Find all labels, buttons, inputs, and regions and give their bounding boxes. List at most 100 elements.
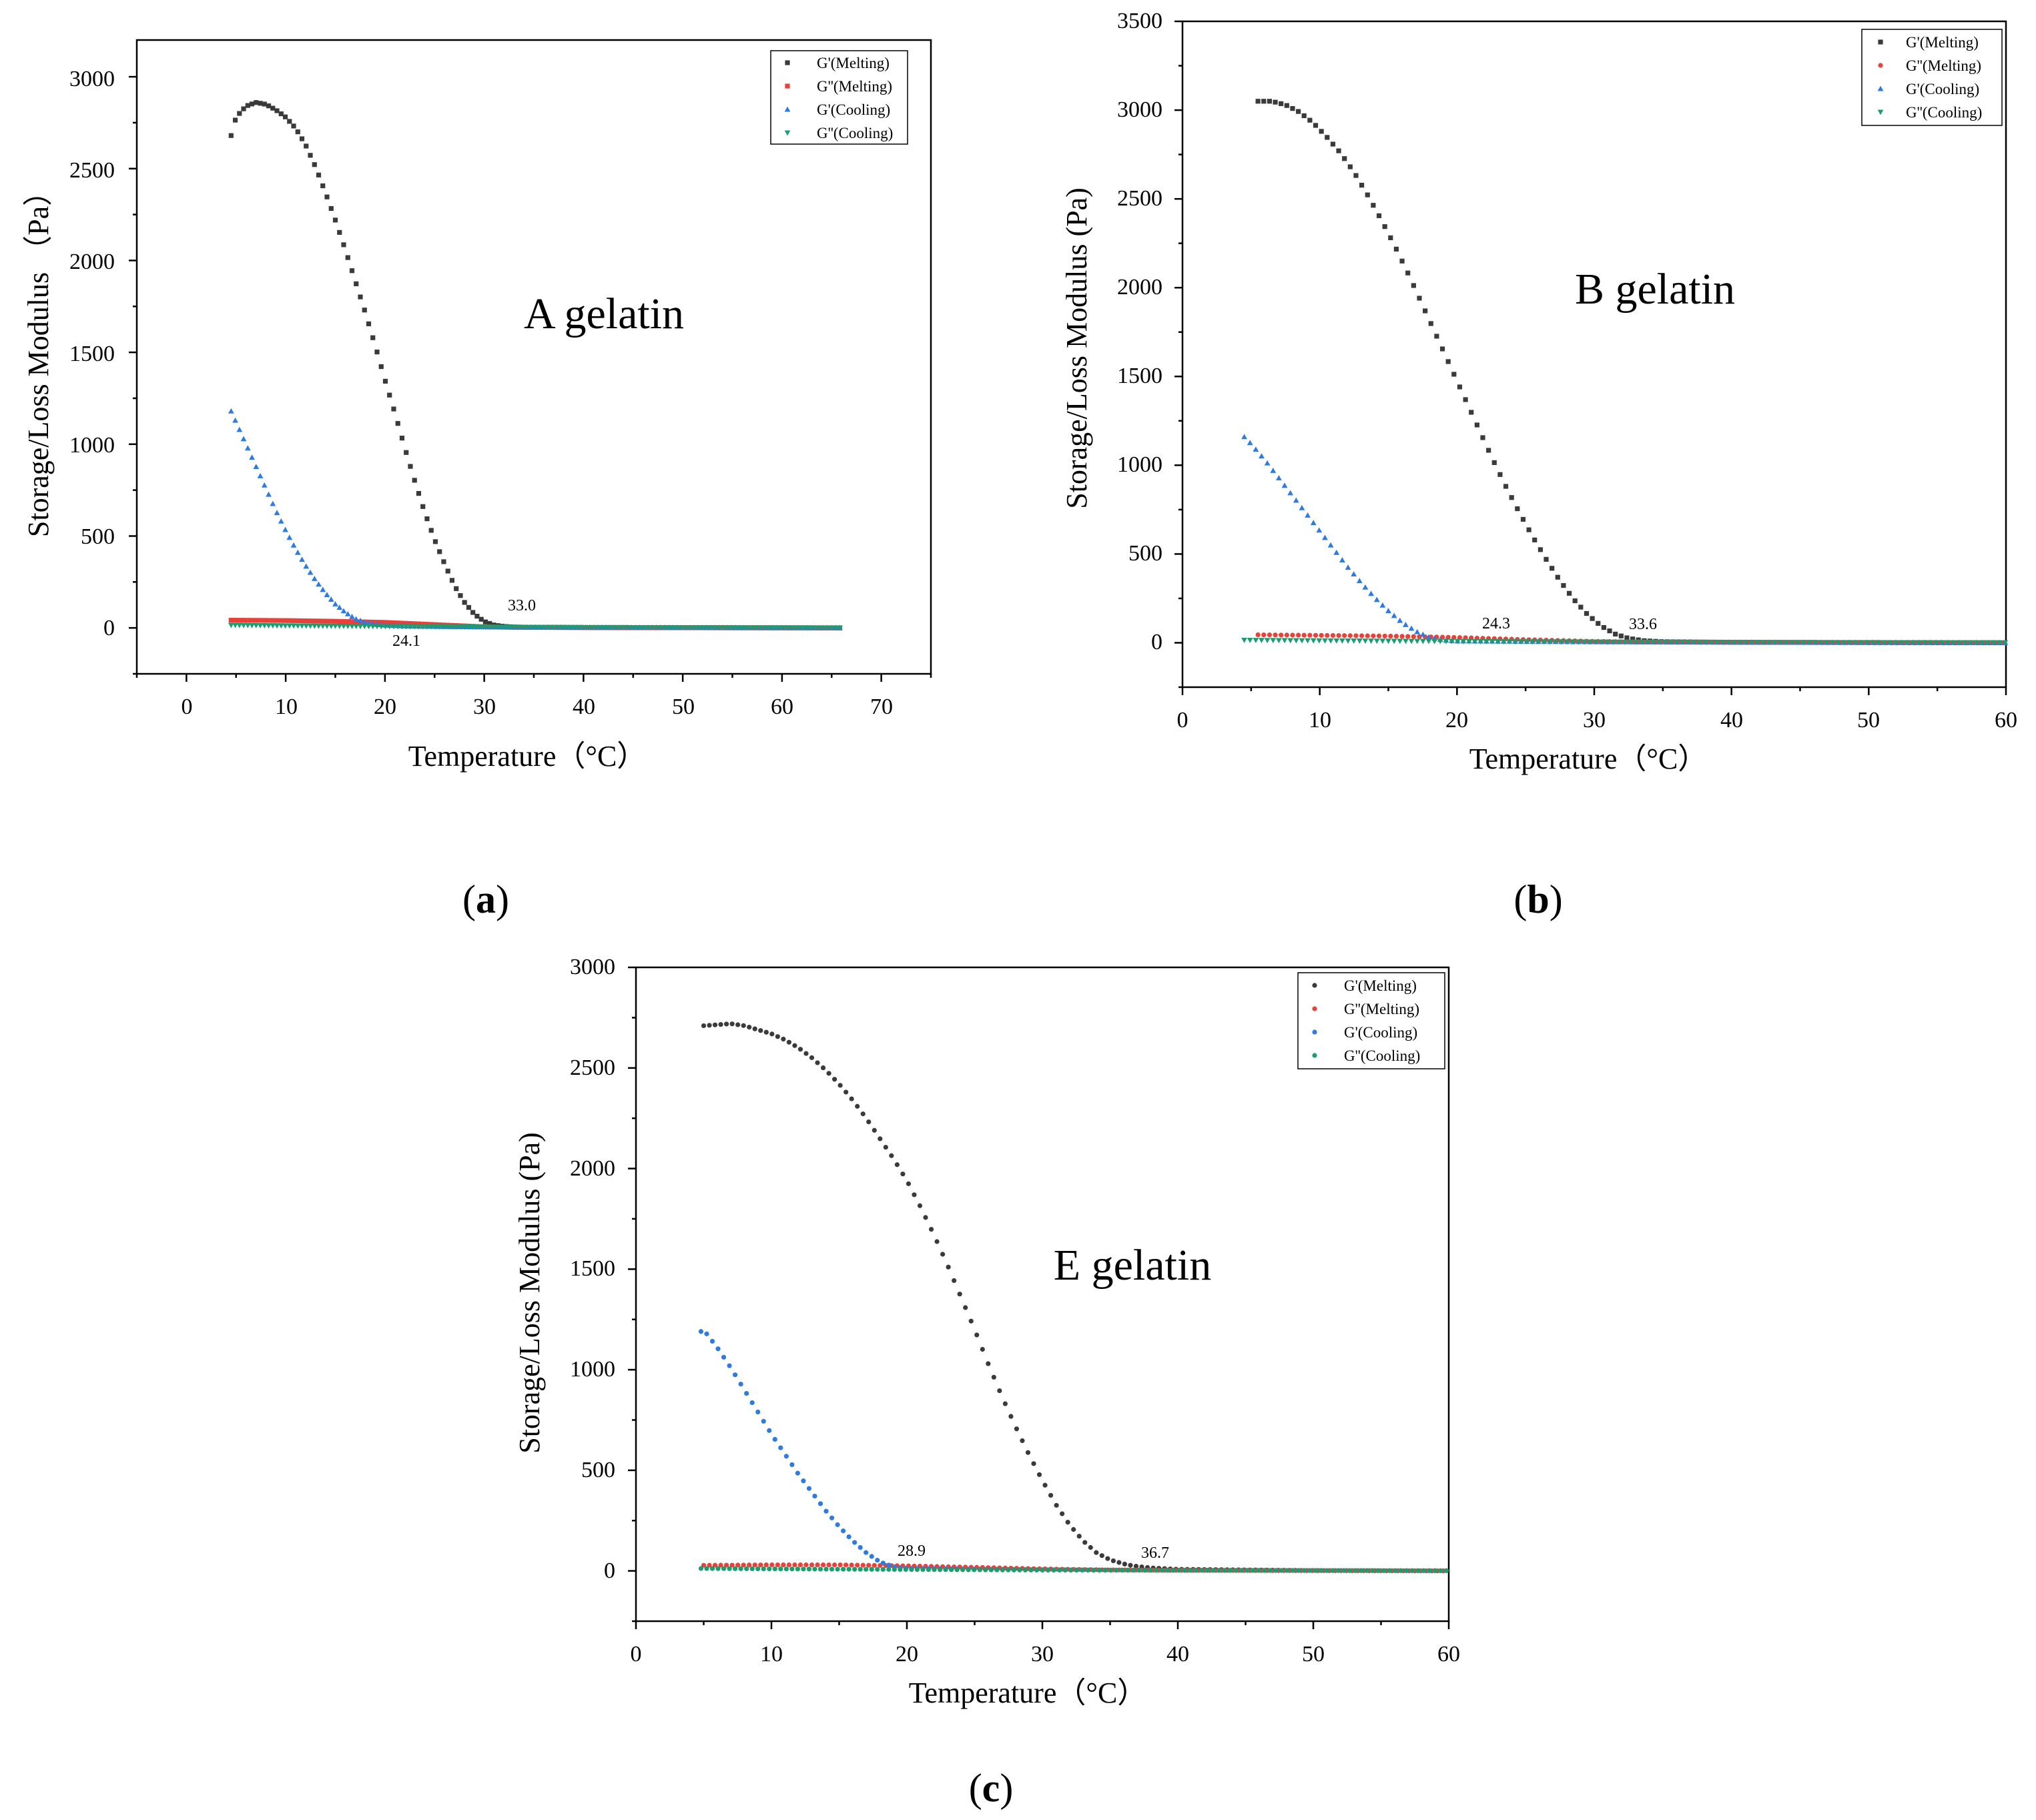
chart-c-point — [1148, 1568, 1153, 1573]
chart-b-point — [1607, 628, 1612, 634]
chart-a-point — [366, 321, 372, 326]
chart-a-ytick-label-3000: 3000 — [69, 67, 115, 91]
chart-c-point — [1341, 1568, 1347, 1573]
chart-c-point — [968, 1318, 974, 1324]
chart-a-point — [241, 618, 246, 623]
chart-c-point — [815, 1562, 820, 1568]
chart-b-point — [1408, 638, 1415, 644]
chart-b-point — [1330, 141, 1336, 147]
chart-c-point — [983, 1567, 988, 1572]
chart-a-point — [715, 625, 722, 631]
chart-a-point — [253, 464, 260, 470]
chart-a-point — [237, 111, 242, 116]
chart-a-point — [482, 624, 488, 630]
chart-c-point — [812, 1493, 817, 1499]
chart-b-point — [1893, 640, 1899, 646]
chart-c-point — [1421, 1568, 1426, 1573]
panel-label-b-letter: b — [1527, 877, 1549, 921]
chart-a-point — [424, 516, 430, 522]
chart-a-point — [641, 624, 647, 630]
chart-c-point — [940, 1252, 946, 1257]
chart-b-point — [1933, 640, 1939, 646]
chart-b-point — [1584, 610, 1590, 616]
chart-b-point — [1414, 638, 1421, 644]
chart-a-point — [399, 436, 405, 441]
chart-c-point — [898, 1566, 903, 1572]
chart-a-point — [316, 172, 322, 177]
chart-c-point — [1011, 1567, 1016, 1572]
chart-c-point — [721, 1566, 727, 1571]
chart-b-point — [1812, 640, 1818, 646]
chart-a-point — [299, 623, 305, 629]
chart-a-point — [237, 618, 242, 623]
chart-a-point — [274, 618, 280, 623]
chart-b-point — [1342, 156, 1347, 161]
chart-c-point — [1381, 1568, 1387, 1573]
chart-b-point — [1520, 516, 1526, 522]
chart-c-point — [724, 1021, 729, 1027]
chart-c-point — [831, 1562, 837, 1568]
chart-b-point — [1397, 638, 1403, 644]
chart-b-point — [1379, 602, 1386, 608]
chart-c-point — [820, 1562, 826, 1568]
chart-a-point — [637, 624, 643, 630]
chart-b-point — [1425, 634, 1432, 640]
chart-b-point — [1327, 542, 1334, 548]
chart-c-point — [1387, 1568, 1392, 1573]
chart-b-point — [1996, 640, 2003, 646]
chart-b-point — [1399, 634, 1405, 639]
chart-a-point — [420, 624, 426, 630]
chart-a-point — [403, 624, 410, 630]
chart-b-series-0 — [1255, 99, 2005, 646]
chart-a-point — [274, 623, 280, 629]
chart-b-point — [1783, 640, 1789, 646]
chart-b-point — [1656, 639, 1662, 645]
chart-c-point — [763, 1029, 769, 1035]
chart-a-point — [515, 624, 522, 630]
chart-c-point — [775, 1562, 780, 1568]
chart-b-xtick-label-60: 60 — [1995, 708, 2017, 733]
chart-c-point — [1233, 1568, 1239, 1573]
chart-c-point — [831, 1077, 837, 1082]
chart-b-point — [1596, 620, 1601, 626]
chart-c-point — [1290, 1568, 1295, 1573]
chart-c-point — [1427, 1568, 1432, 1573]
chart-c-point — [1358, 1568, 1364, 1573]
chart-a-point — [308, 618, 313, 624]
chart-b-point — [1351, 571, 1357, 577]
chart-c-annotation-36: 36.7 — [1141, 1544, 1169, 1562]
chart-c-point — [835, 1566, 840, 1572]
chart-a-point — [587, 624, 593, 630]
chart-c-xtick-label-60: 60 — [1437, 1642, 1460, 1667]
chart-c-point — [801, 1566, 806, 1572]
chart-a-point — [249, 454, 255, 460]
chart-b-point — [1624, 635, 1630, 640]
chart-b-point — [1299, 638, 1305, 644]
chart-b-point — [1449, 638, 1455, 644]
chart-b-point — [1921, 640, 1928, 646]
chart-c-ytick-label-2500: 2500 — [570, 1055, 615, 1080]
chart-c-point — [1353, 1568, 1358, 1573]
chart-c-point — [1014, 1426, 1020, 1432]
chart-c-point — [892, 1566, 897, 1572]
chart-c-point — [1022, 1567, 1028, 1572]
chart-c-point — [1324, 1568, 1329, 1573]
chart-a-point — [308, 153, 313, 158]
chart-b-point — [1939, 640, 1945, 646]
chart-a-point — [449, 578, 455, 583]
chart-b-point — [1261, 632, 1267, 638]
chart-c-x-axis-label: Temperature（°C） — [909, 1677, 1147, 1709]
chart-b-point — [1904, 640, 1911, 646]
chart-b-point — [1325, 632, 1330, 638]
chart-a-point — [349, 268, 355, 274]
chart-a-point — [474, 613, 480, 619]
chart-b-y-axis-label: Storage/Loss Modulus (Pa) — [1060, 187, 1093, 509]
chart-a-point — [344, 610, 351, 616]
chart-a-point — [807, 625, 814, 631]
chart-a-point — [316, 618, 322, 624]
chart-a-point — [332, 217, 338, 223]
chart-c-point — [775, 1034, 780, 1039]
chart-b-point — [1622, 639, 1628, 645]
chart-a-point — [404, 450, 409, 455]
chart-c-point — [974, 1332, 980, 1338]
